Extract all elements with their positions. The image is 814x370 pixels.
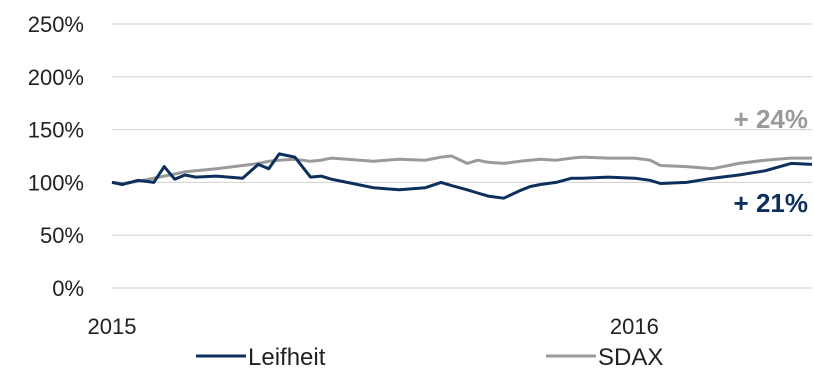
y-tick-label: 0%	[52, 276, 84, 301]
annotation-leifheit: + 21%	[734, 188, 808, 218]
annotation-sdax: + 24%	[734, 104, 808, 134]
series-lines	[111, 152, 813, 200]
x-tick-label: 2016	[610, 314, 659, 339]
legend-label-leifheit: Leifheit	[248, 344, 326, 370]
y-tick-label: 100%	[28, 170, 84, 195]
y-axis-ticks: 0% 50% 100% 150% 200% 250%	[28, 12, 84, 301]
x-tick-label: 2015	[88, 314, 137, 339]
annotations: + 24% + 21%	[734, 104, 808, 218]
y-tick-label: 200%	[28, 65, 84, 90]
series-line-sdax	[111, 154, 812, 185]
y-tick-label: 50%	[40, 223, 84, 248]
grid-lines	[112, 23, 812, 289]
y-tick-label: 150%	[28, 118, 84, 143]
legend: Leifheit SDAX	[196, 344, 663, 370]
y-tick-label: 250%	[28, 12, 84, 37]
x-axis-ticks: 2015 2016	[88, 314, 659, 339]
legend-label-sdax: SDAX	[598, 344, 663, 370]
series-line-leifheit	[111, 152, 813, 200]
